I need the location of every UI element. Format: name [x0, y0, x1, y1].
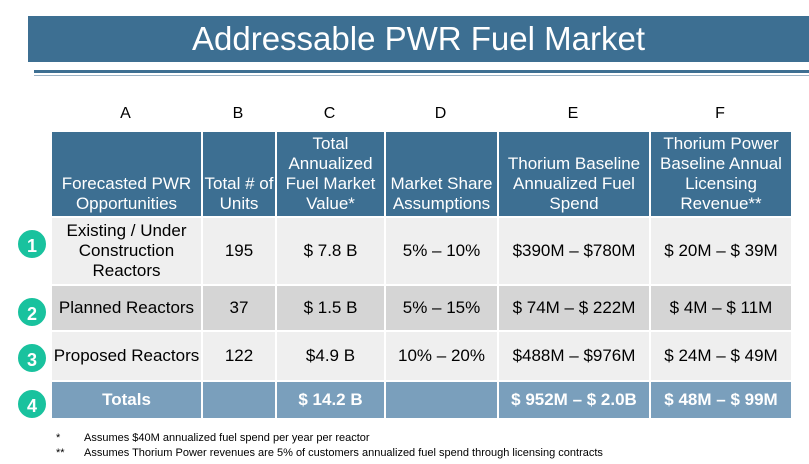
cell-market-value: $ 1.5 B: [275, 284, 386, 332]
table-row: Planned Reactors 37 $ 1.5 B 5% – 15% $ 7…: [50, 284, 793, 332]
table-row: Proposed Reactors 122 $4.9 B 10% – 20% $…: [50, 330, 793, 382]
header-fuel-spend: Thorium Baseline Annualized Fuel Spend: [497, 130, 651, 218]
cell-fuel-spend: $488M – $976M: [497, 330, 651, 382]
header-opportunities: Forecasted PWR Opportunities: [50, 130, 203, 218]
footnote-text: Assumes $40M annualized fuel spend per y…: [84, 432, 370, 444]
row-number-badge: 3: [16, 342, 48, 374]
cell-units: 195: [201, 216, 277, 286]
fuel-market-table: Forecasted PWR Opportunities Total # of …: [50, 130, 793, 420]
footnote-text: Assumes Thorium Power revenues are 5% of…: [84, 447, 603, 459]
cell-licensing: $ 4M – $ 11M: [649, 284, 793, 332]
totals-label: Totals: [50, 380, 203, 420]
cell-share: 5% – 10%: [384, 216, 499, 286]
cell-units: 37: [201, 284, 277, 332]
column-letter-d: D: [434, 105, 447, 122]
header-units: Total # of Units: [201, 130, 277, 218]
totals-row: Totals $ 14.2 B $ 952M – $ 2.0B $ 48M – …: [50, 380, 793, 420]
totals-fuel-spend: $ 952M – $ 2.0B: [497, 380, 651, 420]
title-underline-thin: [34, 75, 809, 76]
header-licensing-revenue: Thorium Power Baseline Annual Licensing …: [649, 130, 793, 218]
cell-opportunity: Proposed Reactors: [50, 330, 203, 382]
title-bar: Addressable PWR Fuel Market: [28, 16, 809, 62]
cell-market-value: $ 7.8 B: [275, 216, 386, 286]
cell-share: 10% – 20%: [384, 330, 499, 382]
row-number-badge: 2: [16, 296, 48, 328]
footnote-mark: *: [56, 432, 61, 444]
cell-opportunity: Existing / Under Construction Reactors: [50, 216, 203, 286]
column-letter-f: F: [715, 105, 725, 122]
title-underline: [34, 70, 809, 73]
cell-units: 122: [201, 330, 277, 382]
column-letter-a: A: [120, 105, 131, 122]
totals-market-value: $ 14.2 B: [275, 380, 386, 420]
table-row: Existing / Under Construction Reactors 1…: [50, 216, 793, 286]
page-title: Addressable PWR Fuel Market: [192, 20, 645, 57]
cell-fuel-spend: $ 74M – $ 222M: [497, 284, 651, 332]
cell-licensing: $ 20M – $ 39M: [649, 216, 793, 286]
cell-market-value: $4.9 B: [275, 330, 386, 382]
totals-share: [384, 380, 499, 420]
header-row: Forecasted PWR Opportunities Total # of …: [50, 130, 793, 218]
cell-opportunity: Planned Reactors: [50, 284, 203, 332]
column-letter-c: C: [323, 105, 336, 122]
totals-units: [201, 380, 277, 420]
header-market-value: Total Annualized Fuel Market Value*: [275, 130, 386, 218]
cell-share: 5% – 15%: [384, 284, 499, 332]
cell-licensing: $ 24M – $ 49M: [649, 330, 793, 382]
header-market-share: Market Share Assumptions: [384, 130, 499, 218]
footnote: ** Assumes Thorium Power revenues are 5% …: [56, 447, 603, 459]
totals-licensing: $ 48M – $ 99M: [649, 380, 793, 420]
footnote: * Assumes $40M annualized fuel spend per …: [56, 432, 370, 444]
column-letter-b: B: [232, 105, 244, 122]
footnote-mark: **: [56, 447, 65, 459]
column-letter-e: E: [567, 105, 579, 122]
cell-fuel-spend: $390M – $780M: [497, 216, 651, 286]
row-number-badge: 4: [16, 388, 48, 420]
row-number-badge: 1: [16, 228, 48, 260]
